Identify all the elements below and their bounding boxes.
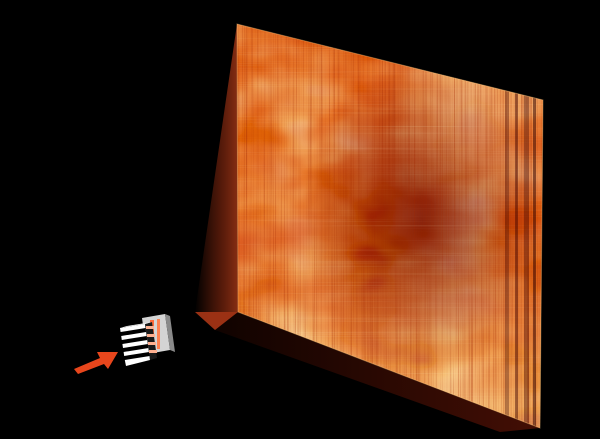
floor-shadow	[205, 312, 540, 432]
striped-block-device-icon	[120, 314, 175, 366]
screen-edge	[236, 23, 544, 429]
arrow-right-icon	[74, 352, 118, 374]
projection-cone	[195, 24, 238, 330]
